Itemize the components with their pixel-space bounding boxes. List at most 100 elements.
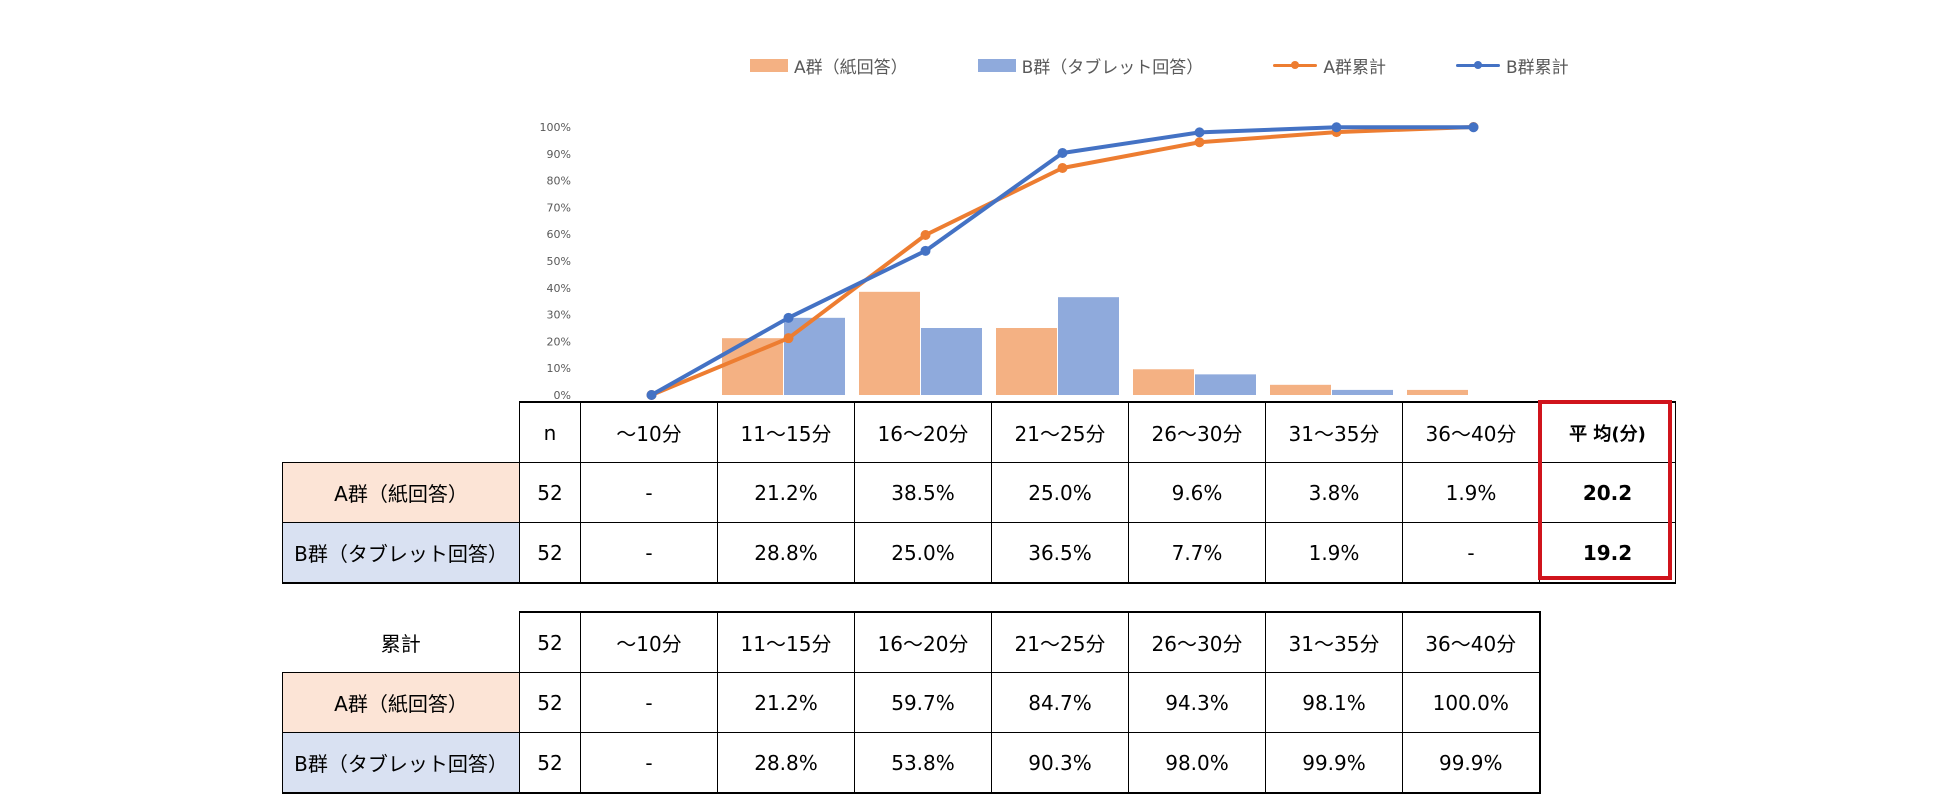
table-row-b: B群（タブレット回答） 52 - 28.8% 53.8% 90.3% 98.0%… — [282, 732, 1541, 794]
line-point-a-3 — [1057, 163, 1068, 174]
header-n: 52 — [519, 611, 581, 673]
distribution-table: n ～10分 11～15分 16～20分 21～25分 26～30分 31～35… — [282, 401, 1676, 584]
row-n: 52 — [519, 672, 581, 733]
legend-swatch-a-bar — [750, 58, 788, 72]
line-point-b-1 — [783, 312, 794, 323]
bar-a-3 — [996, 328, 1057, 395]
line-point-a-2 — [920, 230, 931, 241]
header-bin: 21～25分 — [991, 401, 1129, 463]
table-cell: - — [580, 672, 718, 733]
table-cell: 25.0% — [854, 522, 992, 584]
y-axis-ticks: 0% 10% 20% 30% 40% 50% 60% 70% 80% 90% 100% — [540, 121, 571, 402]
line-point-b-6 — [1468, 122, 1479, 133]
bar-a-5 — [1270, 384, 1331, 395]
line-point-b-5 — [1331, 122, 1342, 133]
table-cell: 38.5% — [854, 462, 992, 523]
average-a: 20.2 — [1539, 462, 1676, 523]
table-cell: 25.0% — [991, 462, 1129, 523]
table-cell: 1.9% — [1402, 462, 1540, 523]
line-point-b-4 — [1194, 127, 1205, 138]
bar-b-5 — [1332, 389, 1393, 395]
cumulative-table: 累計 52 ～10分 11～15分 16～20分 21～25分 26～30分 3… — [282, 611, 1541, 794]
table-cell: 99.9% — [1402, 732, 1541, 794]
header-bin: ～10分 — [580, 611, 718, 673]
row-label-b: B群（タブレット回答） — [282, 732, 520, 794]
line-point-b-0 — [646, 390, 657, 400]
table-cell: 7.7% — [1128, 522, 1266, 584]
header-bin: 36～40分 — [1402, 611, 1541, 673]
y-tick-label: 100% — [540, 121, 571, 134]
header-bin: 31～35分 — [1265, 401, 1403, 463]
header-bin: 31～35分 — [1265, 611, 1403, 673]
row-n: 52 — [519, 462, 581, 523]
y-tick-label: 90% — [547, 148, 571, 161]
table-cell: 84.7% — [991, 672, 1129, 733]
bar-b-2 — [921, 328, 982, 395]
y-tick-label: 60% — [547, 228, 571, 241]
table-cell: 98.1% — [1265, 672, 1403, 733]
chart-legend: A群（紙回答） B群（タブレット回答） A群累計 B群累計 — [750, 52, 1569, 78]
table-cell: 1.9% — [1265, 522, 1403, 584]
y-tick-label: 80% — [547, 175, 571, 188]
y-tick-label: 30% — [547, 309, 571, 322]
y-tick-label: 10% — [547, 362, 571, 375]
legend-swatch-a-line — [1273, 58, 1318, 72]
header-bin: 16～20分 — [854, 401, 992, 463]
table-cell: 94.3% — [1128, 672, 1266, 733]
header-bin: 36～40分 — [1402, 401, 1540, 463]
line-series — [646, 122, 1479, 400]
line-point-a-4 — [1194, 137, 1205, 148]
legend-label-a-bar: A群（紙回答） — [794, 57, 908, 78]
row-label-a: A群（紙回答） — [282, 462, 520, 523]
bar-b-1 — [784, 317, 845, 395]
cumulative-title: 累計 — [380, 631, 421, 656]
y-tick-label: 20% — [547, 335, 571, 348]
legend-item-b-bar: B群（タブレット回答） — [977, 53, 1204, 78]
row-label-a: A群（紙回答） — [282, 672, 520, 733]
header-bin: 26～30分 — [1128, 401, 1266, 463]
table-cell: 3.8% — [1265, 462, 1403, 523]
line-point-b-3 — [1057, 147, 1068, 158]
table-cell: - — [580, 522, 718, 584]
header-bin: 26～30分 — [1128, 611, 1266, 673]
table-cell: 21.2% — [717, 672, 855, 733]
table-cell: 36.5% — [991, 522, 1129, 584]
bar-series — [722, 291, 1468, 395]
table-cell: 21.2% — [717, 462, 855, 523]
table-cell: - — [580, 462, 718, 523]
table-cell: 53.8% — [854, 732, 992, 794]
average-b: 19.2 — [1539, 522, 1676, 584]
table-cell: - — [580, 732, 718, 794]
legend-label-b-bar: B群（タブレット回答） — [1021, 57, 1204, 78]
table-cell: 90.3% — [991, 732, 1129, 794]
table-cell: 9.6% — [1128, 462, 1266, 523]
table-cell: 100.0% — [1402, 672, 1541, 733]
header-bin: 16～20分 — [854, 611, 992, 673]
cumulative-header-row: 累計 52 ～10分 11～15分 16～20分 21～25分 26～30分 3… — [283, 611, 1541, 673]
y-tick-label: 70% — [547, 201, 571, 214]
header-bin: 11～15分 — [717, 401, 855, 463]
legend-swatch-b-line — [1455, 58, 1500, 72]
table-cell: - — [1402, 522, 1540, 584]
row-label-b: B群（タブレット回答） — [282, 522, 520, 584]
bar-a-4 — [1133, 369, 1194, 395]
header-bin: ～10分 — [580, 401, 718, 463]
y-tick-label: 0% — [554, 389, 571, 402]
table-cell: 28.8% — [717, 732, 855, 794]
bar-a-1 — [722, 338, 783, 395]
chart-plot: 0% 10% 20% 30% 40% 50% 60% 70% 80% 90% 100% — [540, 121, 1479, 402]
row-n: 52 — [519, 522, 581, 584]
table-row-a: A群（紙回答） 52 - 21.2% 59.7% 84.7% 94.3% 98.… — [282, 672, 1541, 733]
header-n: n — [519, 401, 581, 463]
y-tick-label: 40% — [547, 282, 571, 295]
bar-a-6 — [1407, 389, 1468, 395]
bar-a-2 — [859, 291, 920, 395]
legend-label-b-line: B群累計 — [1505, 57, 1569, 78]
legend-item-a-bar: A群（紙回答） — [750, 53, 908, 78]
row-n: 52 — [519, 732, 581, 794]
header-bin: 11～15分 — [717, 611, 855, 673]
legend-item-a-line: A群累計 — [1273, 53, 1386, 78]
table-row-b: B群（タブレット回答） 52 - 28.8% 25.0% 36.5% 7.7% … — [282, 522, 1676, 584]
y-tick-label: 50% — [547, 255, 571, 268]
header-corner — [283, 402, 520, 463]
